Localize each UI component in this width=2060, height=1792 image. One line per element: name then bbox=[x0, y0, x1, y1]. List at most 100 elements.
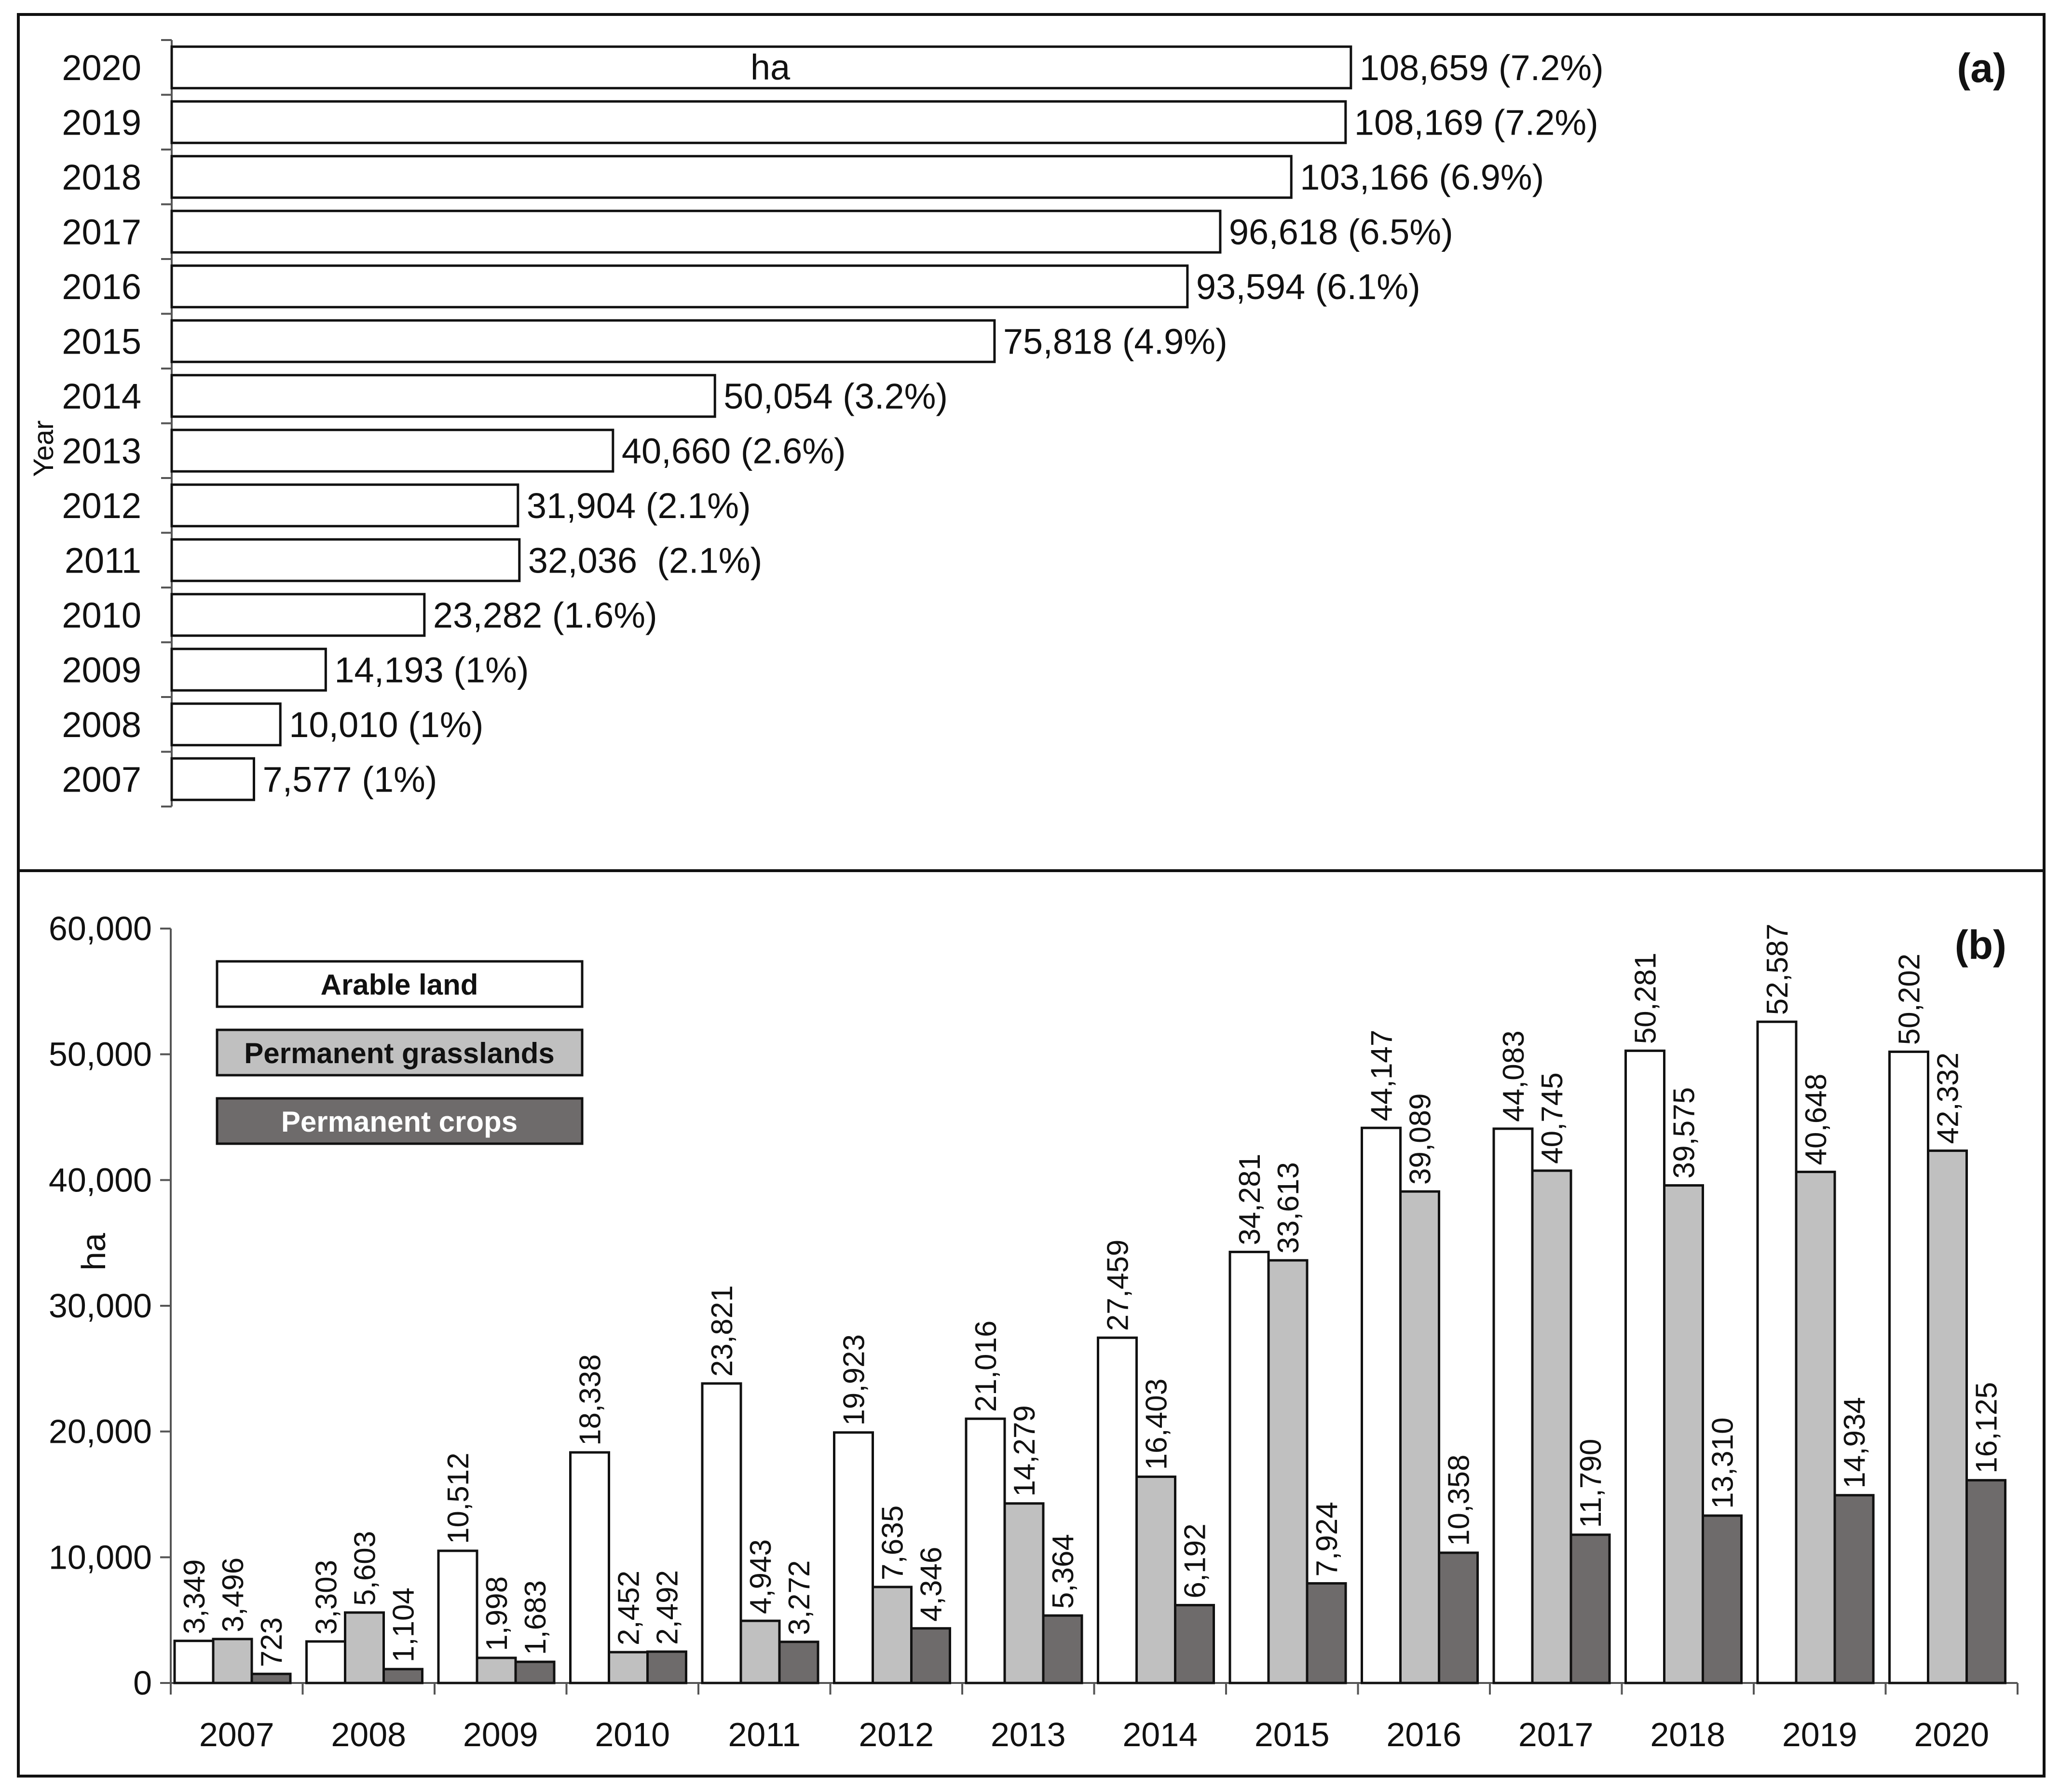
panel-b-value-label-permanent-grasslands-2019: 40,648 bbox=[1800, 1074, 1833, 1165]
panel-b-value-label-arable-land-2014: 27,459 bbox=[1102, 1240, 1135, 1331]
panel-b-y-axis-title: ha bbox=[75, 1233, 112, 1271]
panel-b-value-label-permanent-grasslands-2015: 33,613 bbox=[1272, 1162, 1305, 1254]
panel-b-bar-permanent-crops-2015 bbox=[1306, 1582, 1347, 1684]
panel-a-tick-2015: 2015 bbox=[62, 321, 141, 361]
panel-a-bar-2008 bbox=[170, 702, 282, 747]
panel-b-value-label-permanent-crops-2016: 10,358 bbox=[1443, 1454, 1476, 1546]
legend-item-permanent-grasslands: Permanent grasslands bbox=[216, 1028, 584, 1077]
panel-b-bar-permanent-crops-2018 bbox=[1702, 1514, 1743, 1684]
panel-b-value-label-permanent-crops-2014: 6,192 bbox=[1179, 1523, 1212, 1598]
figure-frame bbox=[17, 13, 2046, 1778]
panel-a-bar-2016 bbox=[170, 264, 1189, 309]
panel-b-y-tick-40000: 40,000 bbox=[49, 1161, 152, 1199]
panel-b-bar-permanent-grasslands-2010 bbox=[608, 1651, 649, 1684]
panel-a-bar-2012 bbox=[170, 483, 519, 528]
panel-a-value-label-2012: 31,904 (2.1%) bbox=[527, 486, 751, 526]
panel-b-bar-permanent-crops-2013 bbox=[1042, 1614, 1083, 1684]
panel-a-bar-2011 bbox=[170, 538, 521, 582]
panel-b-bar-permanent-crops-2017 bbox=[1569, 1533, 1611, 1684]
panel-a-tick-labels: 2020 2019 2018 2017 2016 2015 2014 2013 2012 2011… bbox=[62, 48, 141, 800]
panel-b-bar-permanent-grasslands-2008 bbox=[344, 1611, 385, 1684]
panel-b-value-labels: 3,349 3,303 10,512 18,338 23,821 19,923 21,016… bbox=[178, 924, 2004, 1668]
panel-b-value-label-permanent-grasslands-2011: 4,943 bbox=[744, 1539, 778, 1614]
panel-b-value-label-arable-land-2007: 3,349 bbox=[178, 1559, 211, 1634]
panel-a-bar-2015 bbox=[170, 319, 996, 363]
panel-b-x-tick-2012: 2012 bbox=[859, 1716, 934, 1753]
panel-b-bar-arable-land-2012 bbox=[833, 1431, 874, 1684]
panel-b-value-label-permanent-crops-2011: 3,272 bbox=[783, 1560, 816, 1635]
panel-b-bar-arable-land-2014 bbox=[1097, 1336, 1138, 1684]
panel-a-value-label-2017: 96,618 (6.5%) bbox=[1229, 212, 1453, 252]
panel-b-bar-arable-land-2011 bbox=[701, 1382, 742, 1684]
legend-swatch-permanent-grasslands bbox=[216, 1028, 584, 1077]
panel-b-bar-arable-land-2007 bbox=[173, 1640, 215, 1684]
panel-b-bar-arable-land-2018 bbox=[1624, 1049, 1665, 1684]
panel-b-x-tick-2016: 2016 bbox=[1386, 1716, 1461, 1753]
panel-a-tick-2018: 2018 bbox=[62, 157, 141, 197]
panel-a-tag: (a) bbox=[1957, 45, 2006, 91]
panel-b-bar-arable-land-2013 bbox=[965, 1417, 1006, 1684]
panel-b-bar-permanent-crops-2019 bbox=[1833, 1494, 1875, 1684]
legend-swatch-permanent-crops bbox=[216, 1097, 584, 1145]
panel-b-value-label-arable-land-2018: 50,281 bbox=[1629, 953, 1663, 1044]
legend-label-arable-land: Arable land bbox=[321, 969, 478, 1001]
panel-b-bar-arable-land-2016 bbox=[1361, 1126, 1402, 1684]
panel-b-tag: (b) bbox=[1955, 922, 2006, 968]
panel-a-bar-2017 bbox=[170, 209, 1222, 254]
panel-b-x-tick-2008: 2008 bbox=[331, 1716, 406, 1753]
panel-a-value-label-2013: 40,660 (2.6%) bbox=[622, 431, 846, 471]
panel-b-value-label-permanent-crops-2020: 16,125 bbox=[1970, 1382, 2004, 1474]
legend-label-permanent-crops: Permanent crops bbox=[281, 1106, 518, 1138]
panel-a-value-label-2010: 23,282 (1.6%) bbox=[433, 595, 657, 635]
panel-a-tick-2010: 2010 bbox=[62, 595, 141, 635]
panel-a-tick-2017: 2017 bbox=[62, 212, 141, 252]
panel-b-x-tick-2009: 2009 bbox=[463, 1716, 538, 1753]
panel-b-value-label-permanent-grasslands-2017: 40,745 bbox=[1536, 1072, 1569, 1164]
panel-b-value-label-arable-land-2013: 21,016 bbox=[969, 1321, 1003, 1412]
panel-a-value-labels: 108,659 (7.2%) 108,169 (7.2%) 103,166 (6.9… bbox=[262, 48, 1603, 800]
panel-b-value-label-arable-land-2016: 44,147 bbox=[1365, 1030, 1399, 1122]
panel-b-value-label-arable-land-2015: 34,281 bbox=[1233, 1154, 1267, 1245]
panel-a-tick-2011: 2011 bbox=[65, 540, 141, 580]
panel-a-tick-2019: 2019 bbox=[62, 102, 141, 142]
panel-a-tick-2012: 2012 bbox=[62, 486, 141, 526]
panel-b-value-label-permanent-crops-2010: 2,492 bbox=[651, 1570, 684, 1645]
panel-b-y-tick-20000: 20,000 bbox=[49, 1413, 152, 1450]
panel-a-tick-2020: 2020 bbox=[62, 48, 141, 88]
panel-b-value-label-permanent-grasslands-2018: 39,575 bbox=[1668, 1087, 1701, 1179]
panel-b-value-label-arable-land-2020: 50,202 bbox=[1893, 954, 1926, 1045]
panel-b-y-tick-0: 0 bbox=[133, 1664, 152, 1702]
panel-a-value-label-2008: 10,010 (1%) bbox=[289, 705, 483, 745]
legend-item-permanent-crops: Permanent crops bbox=[216, 1097, 584, 1145]
panel-a-tick-2013: 2013 bbox=[62, 431, 141, 471]
panel-b-bars bbox=[173, 1020, 2006, 1684]
panel-b-value-label-permanent-crops-2015: 7,924 bbox=[1310, 1502, 1344, 1576]
panel-b-bar-permanent-grasslands-2013 bbox=[1003, 1502, 1045, 1684]
panel-b-value-label-permanent-crops-2007: 723 bbox=[255, 1617, 288, 1667]
panel-b-value-label-permanent-grasslands-2007: 3,496 bbox=[217, 1558, 250, 1632]
panel-b-value-label-permanent-crops-2008: 1,104 bbox=[387, 1587, 421, 1662]
panel-b-x-tick-labels: 2007 2008 2009 2010 2011 2012 2013 2014 2015 2016… bbox=[199, 1716, 1989, 1753]
panel-b-value-label-arable-land-2009: 10,512 bbox=[442, 1452, 475, 1544]
panel-a-tick-2014: 2014 bbox=[62, 376, 141, 416]
panel-b-value-label-arable-land-2012: 19,923 bbox=[838, 1334, 871, 1426]
panel-b-bar-permanent-crops-2007 bbox=[250, 1672, 292, 1684]
panel-b-bar-permanent-grasslands-2011 bbox=[739, 1619, 781, 1684]
panel-b-value-label-permanent-grasslands-2014: 16,403 bbox=[1140, 1379, 1173, 1470]
panel-b-value-label-permanent-crops-2009: 1,683 bbox=[519, 1580, 552, 1655]
panel-a: 2020 2019 2018 2017 2016 2015 2014 2013 2012 2011… bbox=[28, 39, 2006, 807]
panel-a-bar-2014 bbox=[170, 374, 716, 418]
panel-b-value-label-permanent-grasslands-2008: 5,603 bbox=[349, 1531, 382, 1606]
panel-b: 0 10,000 20,000 30,000 40,000 50,000 60,000 20… bbox=[49, 910, 2019, 1753]
panel-b-bar-arable-land-2010 bbox=[569, 1451, 610, 1684]
panel-b-value-label-permanent-grasslands-2010: 2,452 bbox=[613, 1571, 646, 1645]
legend-label-permanent-grasslands: Permanent grasslands bbox=[244, 1037, 555, 1069]
panel-b-bar-permanent-grasslands-2017 bbox=[1531, 1169, 1572, 1684]
panel-b-y-tick-labels: 0 10,000 20,000 30,000 40,000 50,000 60,000 bbox=[49, 910, 152, 1702]
panel-b-bar-arable-land-2009 bbox=[437, 1549, 478, 1684]
panel-b-x-tick-2017: 2017 bbox=[1518, 1716, 1594, 1753]
panel-b-x-tick-2010: 2010 bbox=[595, 1716, 670, 1753]
panel-b-bar-permanent-grasslands-2018 bbox=[1663, 1184, 1704, 1684]
panel-b-bar-permanent-crops-2020 bbox=[1965, 1479, 2006, 1684]
